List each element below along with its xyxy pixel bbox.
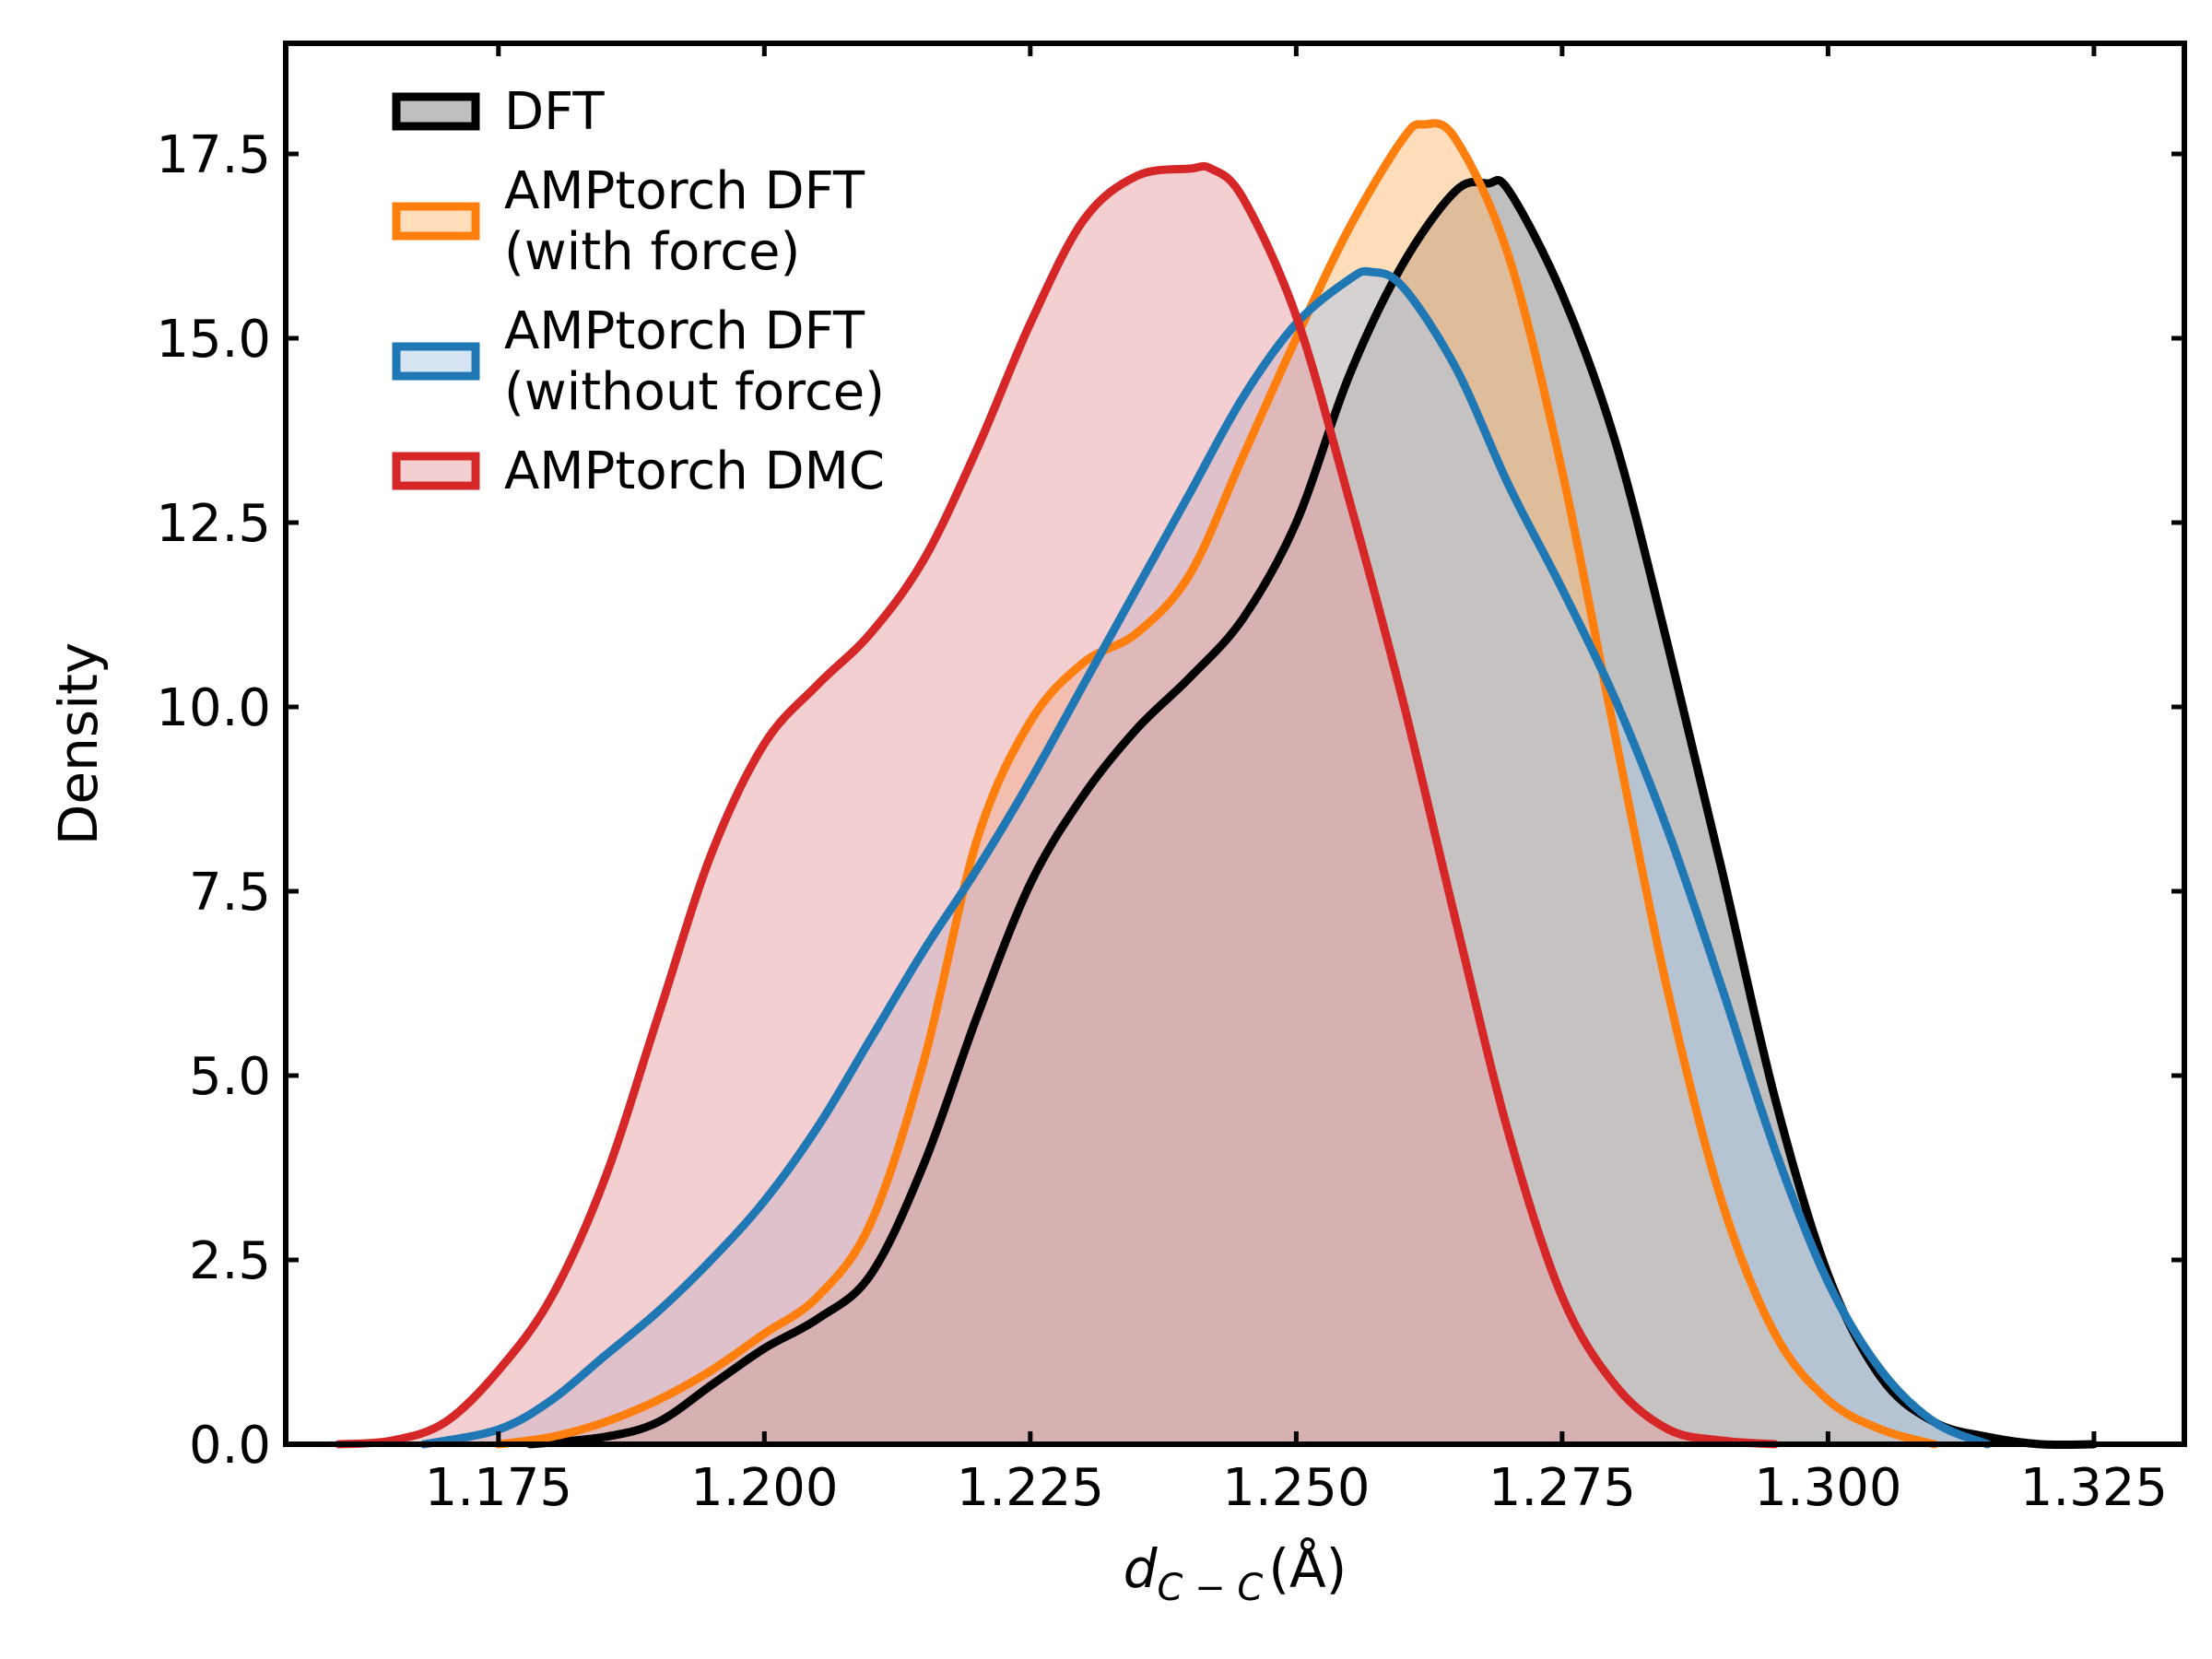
x-tick-label: 1.200 <box>690 1458 838 1518</box>
y-tick-label: 0.0 <box>189 1416 271 1476</box>
legend-swatch-amptorch-dmc <box>392 452 480 490</box>
y-tick-label: 2.5 <box>189 1231 271 1291</box>
legend-label-amptorch-dft-with-force: AMPtorch DFT <box>504 161 865 221</box>
line-amptorch-dft-with-force <box>494 119 1939 1449</box>
line-amptorch-dmc <box>335 161 1780 1449</box>
x-axis-label-subscript: C − C <box>1158 1567 1264 1609</box>
legend-swatch-amptorch-dft-without-force <box>392 342 480 381</box>
legend-label-amptorch-dft-without-force: AMPtorch DFT <box>504 301 865 361</box>
x-axis-label-unit: (Å) <box>1268 1536 1347 1600</box>
line-dft <box>525 176 2099 1450</box>
x-tick-label: 1.325 <box>2020 1458 2168 1518</box>
legend-label-amptorch-dft-without-force: (without force) <box>504 362 885 422</box>
x-axis-label-symbol: d <box>1124 1537 1159 1600</box>
density-lines <box>335 119 2099 1450</box>
y-tick-label: 10.0 <box>156 678 271 738</box>
area-amptorch-dmc <box>338 166 1775 1444</box>
legend-swatch-amptorch-dft-with-force <box>392 202 480 241</box>
y-tick-label: 12.5 <box>156 494 271 554</box>
x-tick-label: 1.175 <box>425 1458 572 1518</box>
y-tick-label: 7.5 <box>189 863 271 923</box>
x-tick-label: 1.225 <box>957 1458 1104 1518</box>
plot-frame <box>283 41 2187 1447</box>
line-amptorch-dft-without-force <box>419 266 1992 1449</box>
y-tick-label: 17.5 <box>156 125 271 185</box>
x-axis-label: dC − C (Å) <box>1124 1536 1347 1609</box>
y-tick-label: 5.0 <box>189 1047 271 1107</box>
x-tick-label: 1.250 <box>1222 1458 1370 1518</box>
legend-label-amptorch-dft-with-force: (with force) <box>504 222 800 282</box>
x-tick-label: 1.300 <box>1754 1458 1901 1518</box>
y-tick-label: 15.0 <box>156 310 271 370</box>
legend-label-dft: DFT <box>504 82 605 142</box>
y-axis-label: Density <box>47 642 110 846</box>
x-tick-label: 1.275 <box>1488 1458 1636 1518</box>
legend-swatch-dft <box>392 92 480 131</box>
legend-label-amptorch-dmc: AMPtorch DMC <box>504 441 885 501</box>
axis-ticks: 1.175 1.200 1.225 1.250 1.275 1.300 1.325 0.0 2.… <box>156 43 2184 1518</box>
